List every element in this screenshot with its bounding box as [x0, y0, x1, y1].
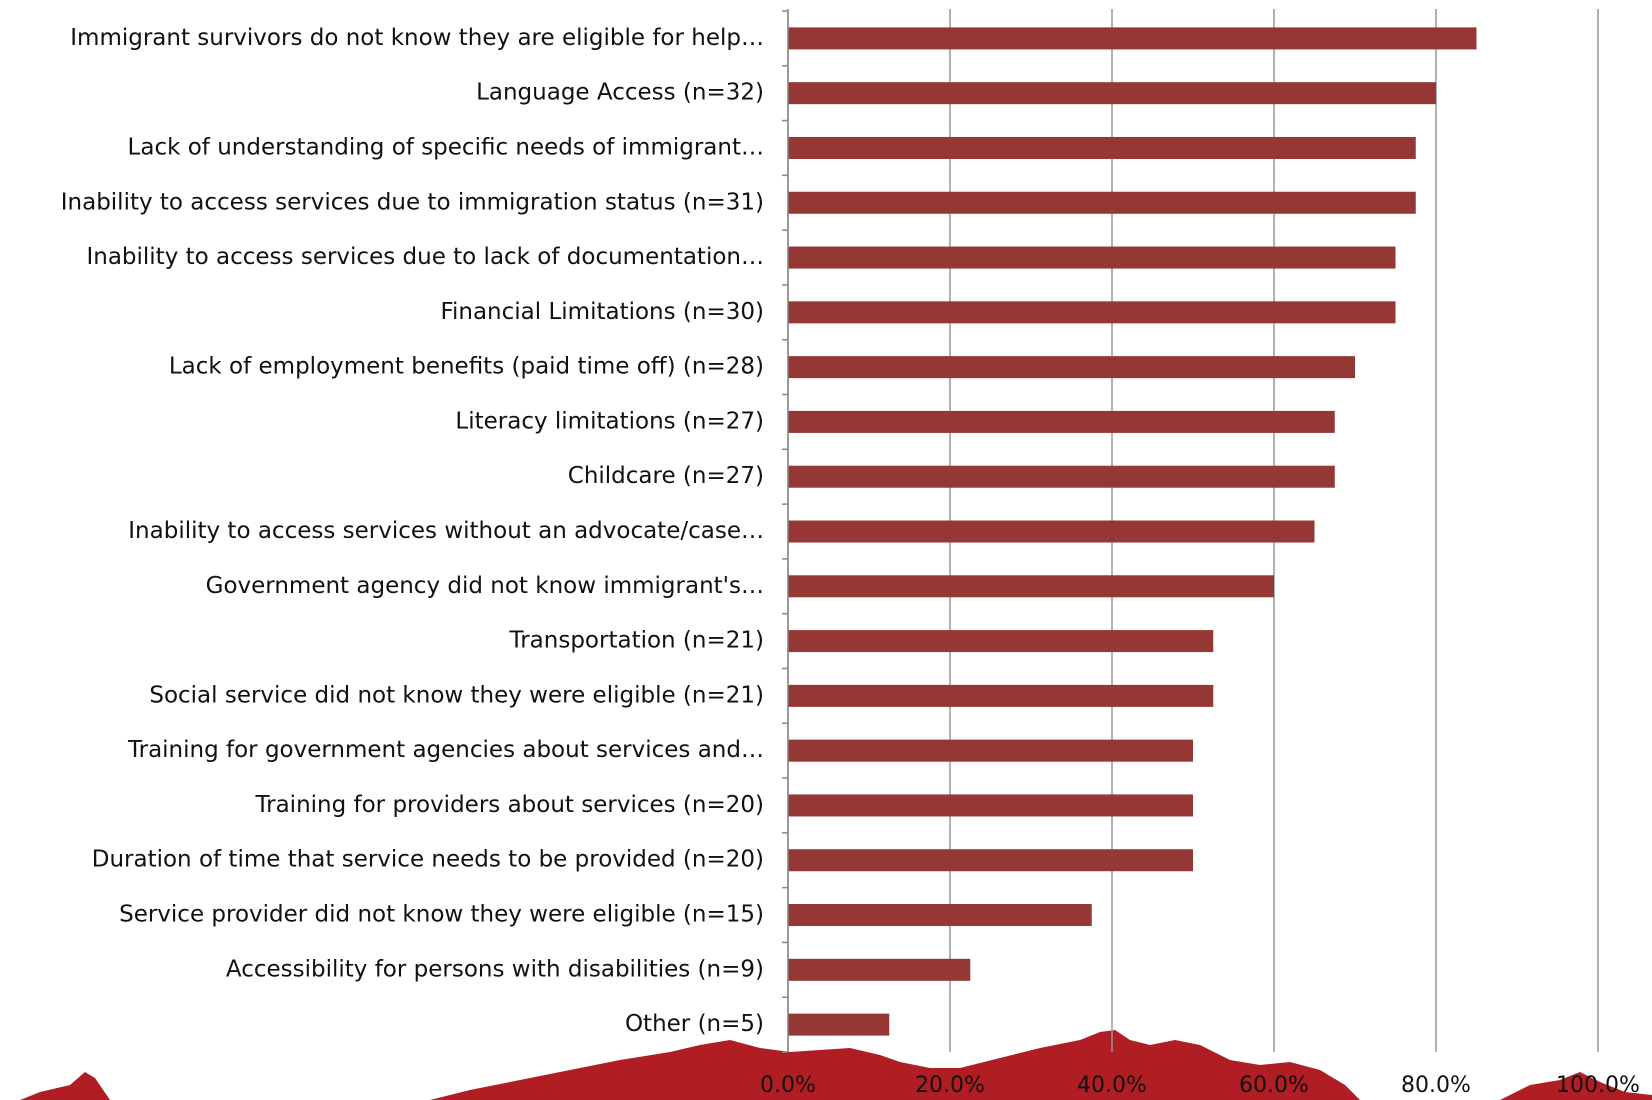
bar	[788, 136, 1416, 159]
y-tick-label: Childcare (n=27)	[568, 463, 764, 489]
bar	[788, 794, 1193, 817]
y-tick-label: Social service did not know they were el…	[149, 682, 764, 708]
y-tick-label: Government agency did not know immigrant…	[206, 573, 764, 599]
y-tick-label: Inability to access services without an …	[128, 518, 764, 544]
bar	[788, 465, 1335, 488]
bar	[788, 904, 1092, 927]
bar	[788, 575, 1274, 598]
x-tick-label: 0.0%	[760, 1073, 816, 1098]
x-tick-label: 80.0%	[1401, 1073, 1471, 1098]
bar	[788, 1013, 890, 1036]
bar	[788, 191, 1416, 214]
x-tick-label: 60.0%	[1239, 1073, 1309, 1098]
y-tick-label: Training for providers about services (n…	[254, 792, 764, 818]
x-tick-label: 40.0%	[1077, 1073, 1147, 1098]
bar	[788, 82, 1436, 105]
y-tick-label: Immigrant survivors do not know they are…	[70, 25, 764, 51]
y-tick-label: Language Access (n=32)	[476, 80, 764, 106]
bar	[788, 520, 1315, 543]
y-tick-label: Service provider did not know they were …	[119, 902, 764, 928]
bar	[788, 301, 1396, 324]
x-tick-label: 100.0%	[1556, 1073, 1640, 1098]
y-tick-label: Duration of time that service needs to b…	[92, 847, 764, 873]
y-tick-label: Lack of understanding of specific needs …	[128, 134, 764, 160]
y-tick-label: Other (n=5)	[625, 1011, 764, 1037]
y-tick-label: Inability to access services due to immi…	[61, 189, 764, 215]
bar	[788, 356, 1355, 379]
y-tick-label: Accessibility for persons with disabilit…	[226, 956, 764, 982]
bar	[788, 958, 971, 981]
bar	[788, 630, 1214, 653]
bars	[788, 27, 1477, 1036]
bar	[788, 410, 1335, 433]
y-tick-label: Literacy limitations (n=27)	[455, 408, 764, 434]
y-tick-label: Lack of employment benefits (paid time o…	[169, 354, 764, 380]
y-tick-label: Financial Limitations (n=30)	[440, 299, 764, 325]
y-tick-label: Transportation (n=21)	[509, 628, 764, 654]
decorative-mountains	[20, 1030, 1652, 1100]
y-tick-label: Inability to access services due to lack…	[86, 244, 764, 270]
bar	[788, 849, 1193, 872]
y-tick-label: Training for government agencies about s…	[127, 737, 764, 763]
bar	[788, 739, 1193, 762]
x-tick-label: 20.0%	[915, 1073, 985, 1098]
bar	[788, 246, 1396, 269]
bar	[788, 684, 1214, 707]
bar	[788, 27, 1477, 50]
